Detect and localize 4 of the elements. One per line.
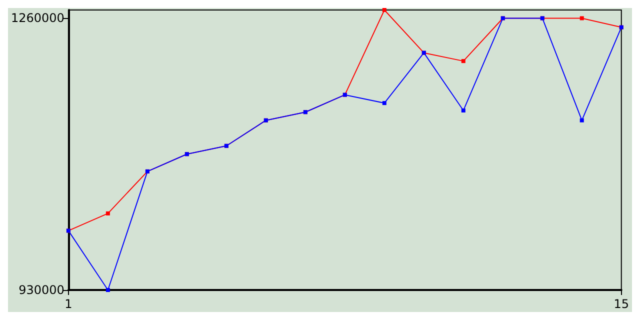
y-tick-label: 1260000 [10, 11, 64, 26]
x-tick-label: 15 [614, 297, 630, 311]
y-tick-label: 930000 [18, 283, 64, 297]
x-tick-label: 1 [64, 297, 72, 311]
